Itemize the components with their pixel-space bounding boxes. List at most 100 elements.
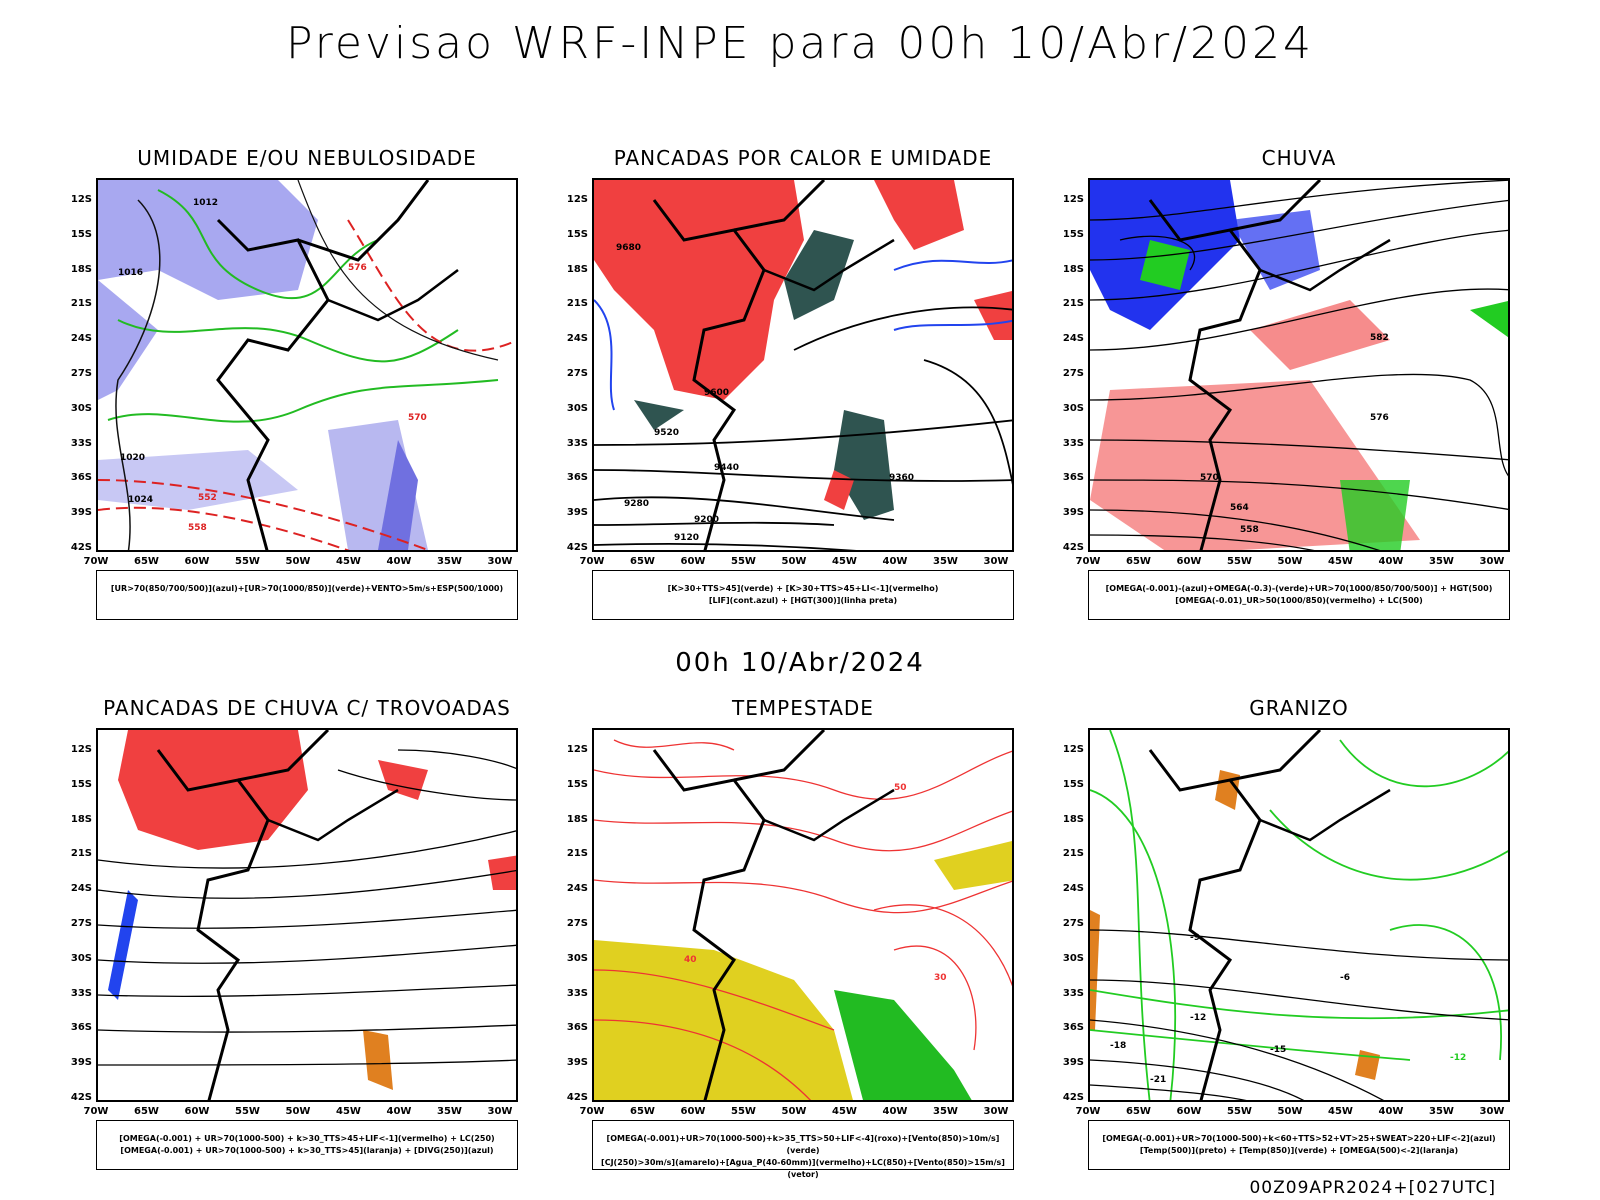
lon-tick-label: 50W [285,556,311,567]
lon-tick-label: 70W [1075,556,1101,567]
legend-line: [OMEGA(-0.001)-(azul)+OMEGA(-0.3)-(verde… [1105,584,1493,593]
map-svg: 1012 1016 1020 1024 570 576 552 558 [98,180,516,550]
map-svg: -6 -9 -12 -15 -18 -21 -12 [1090,730,1508,1100]
contour-label: 40 [684,955,697,965]
contour-label: 564 [1230,503,1249,513]
contour-label: 9360 [889,473,914,483]
contour-label: 552 [198,493,217,503]
lat-tick-label: 12S [1062,744,1084,755]
legend-line: [K>30+TTS>45](verde) + [K>30+TTS>45+LI<-… [667,584,939,593]
lat-tick-label: 21S [566,298,588,310]
lon-tick-label: 60W [680,556,706,567]
map-pancadas-trovoadas [96,728,518,1102]
lon-tick-label: 40W [1378,556,1404,567]
lat-tick-label: 12S [70,194,92,205]
map-svg [98,730,516,1100]
panel-title: CHUVA [1261,146,1337,170]
contour-label: 558 [188,523,207,533]
legend-line: [OMEGA(-0.001) + UR>70(1000-500) + k>30_… [120,1146,494,1155]
contour-label: 582 [1370,333,1389,343]
lat-tick-label: 36S [566,472,588,484]
lon-tick-label: 50W [1277,1106,1303,1117]
lat-tick-label: 12S [566,194,588,205]
lon-tick-label: 35W [437,556,462,567]
contour-label: -15 [1270,1045,1286,1055]
lat-tick-label: 30S [566,952,588,964]
legend: [OMEGA(-0.001)+UR>70(1000-500)+k>35_TTS>… [592,1120,1014,1179]
lat-tick-label: 15S [70,778,92,790]
contour-label: 1012 [193,198,218,208]
lon-tick-label: 70W [1075,1106,1101,1117]
map-granizo: -6 -9 -12 -15 -18 -21 -12 [1088,728,1510,1102]
lat-tick-label: 27S [70,918,92,929]
lat-tick-label: 24S [70,333,92,345]
legend-line: [UR>70(850/700/500)](azul)+[UR>70(1000/8… [110,584,504,593]
contour-label: 9280 [624,499,649,509]
lat-tick-label: 42S [1062,542,1084,553]
lon-tick-label: 45W [832,556,857,567]
run-timestamp: 00Z09APR2024+[027UTC] [1249,1178,1496,1198]
legend: [OMEGA(-0.001) + UR>70(1000-500) + k>30_… [96,1120,518,1170]
panel-title: PANCADAS DE CHUVA C/ TROVOADAS [103,696,511,720]
lat-tick-label: 33S [566,437,588,449]
lon-tick-label: 60W [1176,556,1202,567]
lat-tick-label: 12S [1062,194,1084,205]
map-pancadas-calor: 9680 9600 9520 9440 9360 9280 9200 9120 [592,178,1014,552]
lon-tick-label: 30W [1479,556,1505,567]
lon-tick-label: 35W [933,556,958,567]
lat-tick-label: 33S [1062,987,1084,999]
contour-label: 9600 [704,388,729,398]
contour-label: 570 [408,413,427,423]
legend-line: [CJ(250)>30m/s](amarelo)+[Agua_P(40-60mm… [601,1158,1005,1179]
lat-tick-label: 18S [566,263,588,275]
legend-line: [Temp(500)](preto) + [Temp(850)](verde) … [1139,1146,1459,1155]
contour-label: 1024 [128,495,153,505]
lat-tick-label: 36S [1062,1022,1084,1034]
panel-title: TEMPESTADE [732,696,874,720]
lon-tick-label: 50W [781,556,807,567]
lat-tick-label: 18S [566,813,588,825]
lat-tick-label: 12S [70,744,92,755]
lon-tick-label: 65W [134,1106,159,1117]
lat-tick-label: 33S [566,987,588,999]
map-chuva: 582 576 570 564 558 [1088,178,1510,552]
lon-tick-label: 40W [1378,1106,1404,1117]
map-svg: 9680 9600 9520 9440 9360 9280 9200 9120 [594,180,1012,550]
lat-tick-label: 42S [70,542,92,553]
lon-tick-label: 40W [882,1106,908,1117]
contour-label: 9120 [674,533,699,543]
lat-tick-label: 24S [70,883,92,895]
lon-tick-label: 65W [1126,556,1151,567]
lat-tick-label: 21S [70,298,92,310]
lon-tick-label: 40W [386,1106,412,1117]
lat-tick-label: 39S [70,507,92,519]
lon-tick-label: 65W [630,1106,655,1117]
lon-tick-label: 55W [731,556,756,567]
lat-tick-label: 30S [1062,952,1084,964]
lon-tick-label: 30W [983,556,1009,567]
lon-tick-label: 55W [731,1106,756,1117]
contour-label: -6 [1340,973,1350,983]
lat-tick-label: 27S [1062,368,1084,379]
legend-line: [OMEGA(-0.001)+UR>70(1000-500)+k<60+TTS>… [1102,1134,1496,1143]
contour-label: 9680 [616,243,641,253]
lon-tick-label: 70W [579,1106,605,1117]
lon-tick-label: 65W [134,556,159,567]
lat-tick-label: 42S [1062,1092,1084,1103]
contour-label: 558 [1240,525,1259,535]
lat-tick-label: 15S [1062,228,1084,240]
contour-label: -12 [1450,1053,1466,1063]
lon-tick-label: 55W [235,1106,260,1117]
lat-tick-label: 39S [1062,507,1084,519]
lat-tick-label: 30S [70,952,92,964]
lat-tick-label: 21S [1062,298,1084,310]
lon-tick-label: 55W [1227,556,1252,567]
contour-label: 50 [894,783,907,793]
legend: [OMEGA(-0.001)+UR>70(1000-500)+k<60+TTS>… [1088,1120,1510,1170]
lon-tick-label: 70W [579,556,605,567]
lon-tick-label: 70W [83,1106,109,1117]
lon-tick-label: 40W [386,556,412,567]
lon-tick-label: 65W [630,556,655,567]
lon-tick-label: 30W [487,1106,513,1117]
lon-tick-label: 30W [1479,1106,1505,1117]
